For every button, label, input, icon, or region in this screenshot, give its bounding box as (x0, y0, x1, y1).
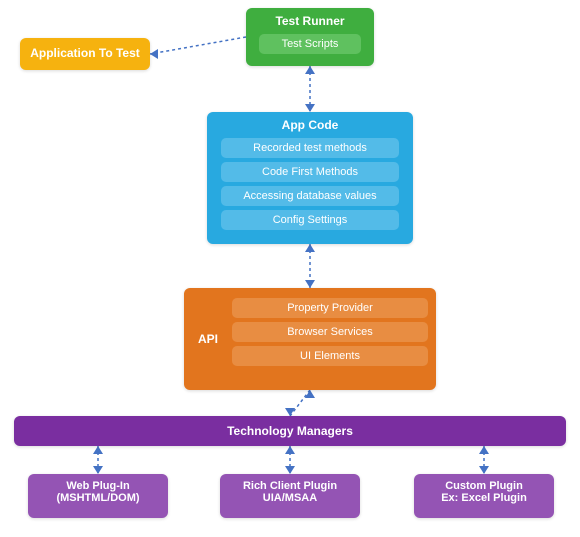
application-to-test-label: Application To Test (20, 38, 150, 68)
web-plugin-node: Web Plug-In (MSHTML/DOM) (28, 474, 168, 518)
app-code-item: Recorded test methods (221, 138, 398, 158)
technology-managers-node: Technology Managers (14, 416, 566, 446)
app-code-title: App Code (207, 112, 413, 134)
plugin-line1: Rich Client Plugin (220, 474, 360, 492)
technology-managers-title: Technology Managers (14, 416, 566, 446)
rich-client-plugin-node: Rich Client Plugin UIA/MSAA (220, 474, 360, 518)
app-code-item: Code First Methods (221, 162, 398, 182)
connector-layer (0, 0, 580, 537)
application-to-test-node: Application To Test (20, 38, 150, 70)
test-scripts-box: Test Scripts (259, 34, 361, 54)
api-node: API Property Provider Browser Services U… (184, 288, 436, 390)
test-runner-node: Test Runner Test Scripts (246, 8, 374, 66)
plugin-line1: Custom Plugin (414, 474, 554, 492)
api-item: Property Provider (232, 298, 428, 318)
app-code-item: Config Settings (221, 210, 398, 230)
api-item: Browser Services (232, 322, 428, 342)
app-code-node: App Code Recorded test methods Code Firs… (207, 112, 413, 244)
api-item: UI Elements (232, 346, 428, 366)
test-runner-title: Test Runner (246, 8, 374, 30)
plugin-line2: UIA/MSAA (220, 492, 360, 504)
app-code-item: Accessing database values (221, 186, 398, 206)
plugin-line2: (MSHTML/DOM) (28, 492, 168, 504)
plugin-line1: Web Plug-In (28, 474, 168, 492)
plugin-line2: Ex: Excel Plugin (414, 492, 554, 504)
custom-plugin-node: Custom Plugin Ex: Excel Plugin (414, 474, 554, 518)
api-side-label: API (198, 332, 218, 346)
